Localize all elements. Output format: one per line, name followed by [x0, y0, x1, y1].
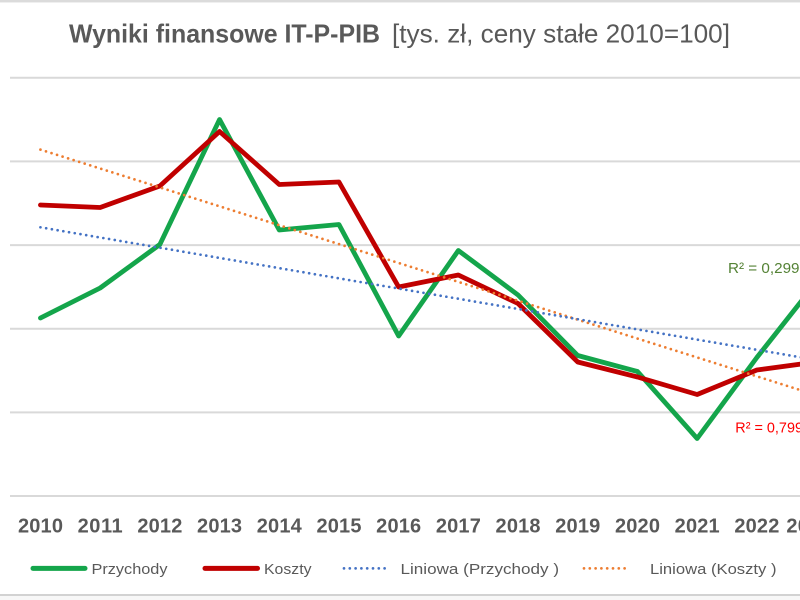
svg-text:2011: 2011: [78, 516, 123, 538]
svg-text:2015: 2015: [316, 516, 361, 538]
svg-text:Liniowa (Przychody ): Liniowa (Przychody ): [401, 561, 560, 578]
svg-text:2017: 2017: [436, 516, 481, 538]
svg-text:2013: 2013: [197, 516, 242, 538]
svg-text:R² = 0,7996: R² = 0,7996: [735, 420, 800, 437]
svg-text:Wyniki finansowe IT-P-PIB: Wyniki finansowe IT-P-PIB: [69, 19, 380, 49]
svg-text:2021: 2021: [675, 516, 720, 538]
svg-text:2014: 2014: [257, 516, 303, 538]
svg-text:2012: 2012: [137, 516, 182, 538]
svg-text:Koszty: Koszty: [264, 561, 312, 578]
svg-text:Liniowa (Koszty ): Liniowa (Koszty ): [650, 561, 777, 578]
svg-text:2010: 2010: [18, 516, 63, 538]
svg-text:R² = 0,2996: R² = 0,2996: [728, 260, 800, 277]
svg-text:2020: 2020: [615, 516, 660, 538]
svg-text:2016: 2016: [376, 516, 421, 538]
svg-text:[tys. zł, ceny stałe 2010=100]: [tys. zł, ceny stałe 2010=100]: [392, 19, 730, 49]
svg-text:2022: 2022: [734, 516, 779, 538]
svg-text:20: 20: [786, 516, 800, 538]
svg-text:2018: 2018: [496, 516, 541, 538]
svg-text:2019: 2019: [555, 516, 600, 538]
svg-text:Przychody: Przychody: [92, 561, 169, 578]
